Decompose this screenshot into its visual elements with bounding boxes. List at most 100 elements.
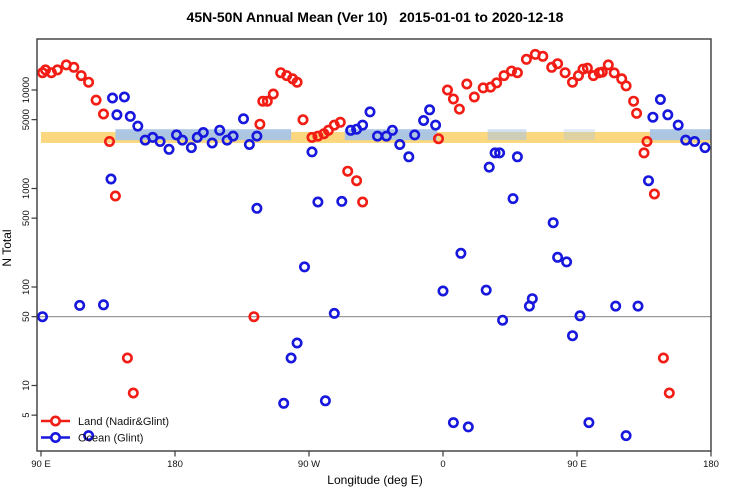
ocean-point[interactable] xyxy=(620,430,632,442)
ocean-point[interactable] xyxy=(654,94,666,106)
land-point[interactable] xyxy=(98,108,110,120)
ocean-point[interactable] xyxy=(662,109,674,121)
ocean-point[interactable] xyxy=(251,202,263,214)
ocean-point[interactable] xyxy=(642,175,654,187)
ocean-point[interactable] xyxy=(74,299,86,311)
land-point[interactable] xyxy=(602,59,614,71)
ocean-point[interactable] xyxy=(547,217,559,229)
land-point[interactable] xyxy=(453,103,465,115)
land-point[interactable] xyxy=(641,136,653,148)
ocean-point[interactable] xyxy=(227,130,239,142)
land-point[interactable] xyxy=(620,80,632,92)
ocean-point[interactable] xyxy=(98,299,110,311)
land-point[interactable] xyxy=(291,76,303,88)
land-point[interactable] xyxy=(75,70,87,82)
land-point[interactable] xyxy=(461,78,473,90)
ocean-point[interactable] xyxy=(185,142,197,154)
ocean-point[interactable] xyxy=(328,307,340,319)
land-point[interactable] xyxy=(351,175,363,187)
land-point[interactable] xyxy=(68,61,80,73)
land-point[interactable] xyxy=(663,387,675,399)
land-point[interactable] xyxy=(127,387,139,399)
ocean-point[interactable] xyxy=(197,127,209,139)
ocean-point[interactable] xyxy=(699,142,711,154)
land-point[interactable] xyxy=(648,188,660,200)
ocean-point[interactable] xyxy=(462,421,474,433)
ocean-point[interactable] xyxy=(206,137,218,149)
ocean-point[interactable] xyxy=(566,330,578,342)
ocean-point[interactable] xyxy=(561,256,573,268)
land-point[interactable] xyxy=(297,114,309,126)
ocean-point[interactable] xyxy=(154,136,166,148)
ocean-point[interactable] xyxy=(497,314,509,326)
ocean-point[interactable] xyxy=(494,147,506,159)
land-point[interactable] xyxy=(468,91,480,103)
land-point[interactable] xyxy=(51,64,63,76)
ocean-point[interactable] xyxy=(480,284,492,296)
land-point[interactable] xyxy=(559,67,571,79)
ocean-point[interactable] xyxy=(507,193,519,205)
ocean-point[interactable] xyxy=(278,397,290,409)
ocean-point[interactable] xyxy=(111,109,123,121)
land-point[interactable] xyxy=(83,76,95,88)
land-point[interactable] xyxy=(121,352,133,364)
ocean-point[interactable] xyxy=(430,119,442,131)
ocean-point[interactable] xyxy=(403,151,415,163)
land-point[interactable] xyxy=(498,70,510,82)
ocean-point[interactable] xyxy=(364,106,376,118)
land-point[interactable] xyxy=(511,67,523,79)
ocean-point[interactable] xyxy=(447,417,459,429)
land-point[interactable] xyxy=(357,196,369,208)
ocean-point[interactable] xyxy=(424,104,436,116)
ocean-point[interactable] xyxy=(583,417,595,429)
land-point[interactable] xyxy=(628,95,640,107)
ocean-point[interactable] xyxy=(511,151,523,163)
ocean-point[interactable] xyxy=(163,143,175,155)
land-point[interactable] xyxy=(90,94,102,106)
land-point[interactable] xyxy=(334,116,346,128)
land-point[interactable] xyxy=(657,352,669,364)
ocean-point[interactable] xyxy=(306,146,318,158)
land-point[interactable] xyxy=(552,58,564,70)
ocean-point[interactable] xyxy=(357,119,369,131)
ocean-point[interactable] xyxy=(124,110,136,122)
ocean-point[interactable] xyxy=(386,124,398,136)
ocean-point[interactable] xyxy=(251,130,263,142)
ocean-point[interactable] xyxy=(409,129,421,141)
ocean-point[interactable] xyxy=(107,92,119,104)
land-point[interactable] xyxy=(596,66,608,78)
ocean-point[interactable] xyxy=(319,395,331,407)
ocean-point[interactable] xyxy=(132,120,144,132)
ocean-point[interactable] xyxy=(455,247,467,259)
land-point[interactable] xyxy=(491,77,503,89)
ocean-point[interactable] xyxy=(36,311,48,323)
land-point[interactable] xyxy=(306,131,318,143)
ocean-point[interactable] xyxy=(105,173,117,185)
ocean-point[interactable] xyxy=(483,161,495,173)
ocean-point[interactable] xyxy=(552,251,564,263)
land-point[interactable] xyxy=(505,65,517,77)
land-point[interactable] xyxy=(631,107,643,119)
land-point[interactable] xyxy=(441,84,453,96)
ocean-point[interactable] xyxy=(243,139,255,151)
ocean-point[interactable] xyxy=(574,310,586,322)
ocean-point[interactable] xyxy=(298,261,310,273)
ocean-point[interactable] xyxy=(176,134,188,146)
land-point[interactable] xyxy=(581,62,593,74)
land-point[interactable] xyxy=(447,93,459,105)
land-point[interactable] xyxy=(432,133,444,145)
ocean-point[interactable] xyxy=(83,430,95,442)
ocean-point[interactable] xyxy=(526,293,538,305)
land-point[interactable] xyxy=(257,95,269,107)
land-point[interactable] xyxy=(520,53,532,65)
land-point[interactable] xyxy=(248,311,260,323)
ocean-point[interactable] xyxy=(312,196,324,208)
ocean-point[interactable] xyxy=(489,147,501,159)
ocean-point[interactable] xyxy=(394,139,406,151)
ocean-point[interactable] xyxy=(632,300,644,312)
land-point[interactable] xyxy=(104,136,116,148)
ocean-point[interactable] xyxy=(345,124,357,136)
ocean-point[interactable] xyxy=(118,91,130,103)
ocean-point[interactable] xyxy=(418,115,430,127)
ocean-point[interactable] xyxy=(437,285,449,297)
